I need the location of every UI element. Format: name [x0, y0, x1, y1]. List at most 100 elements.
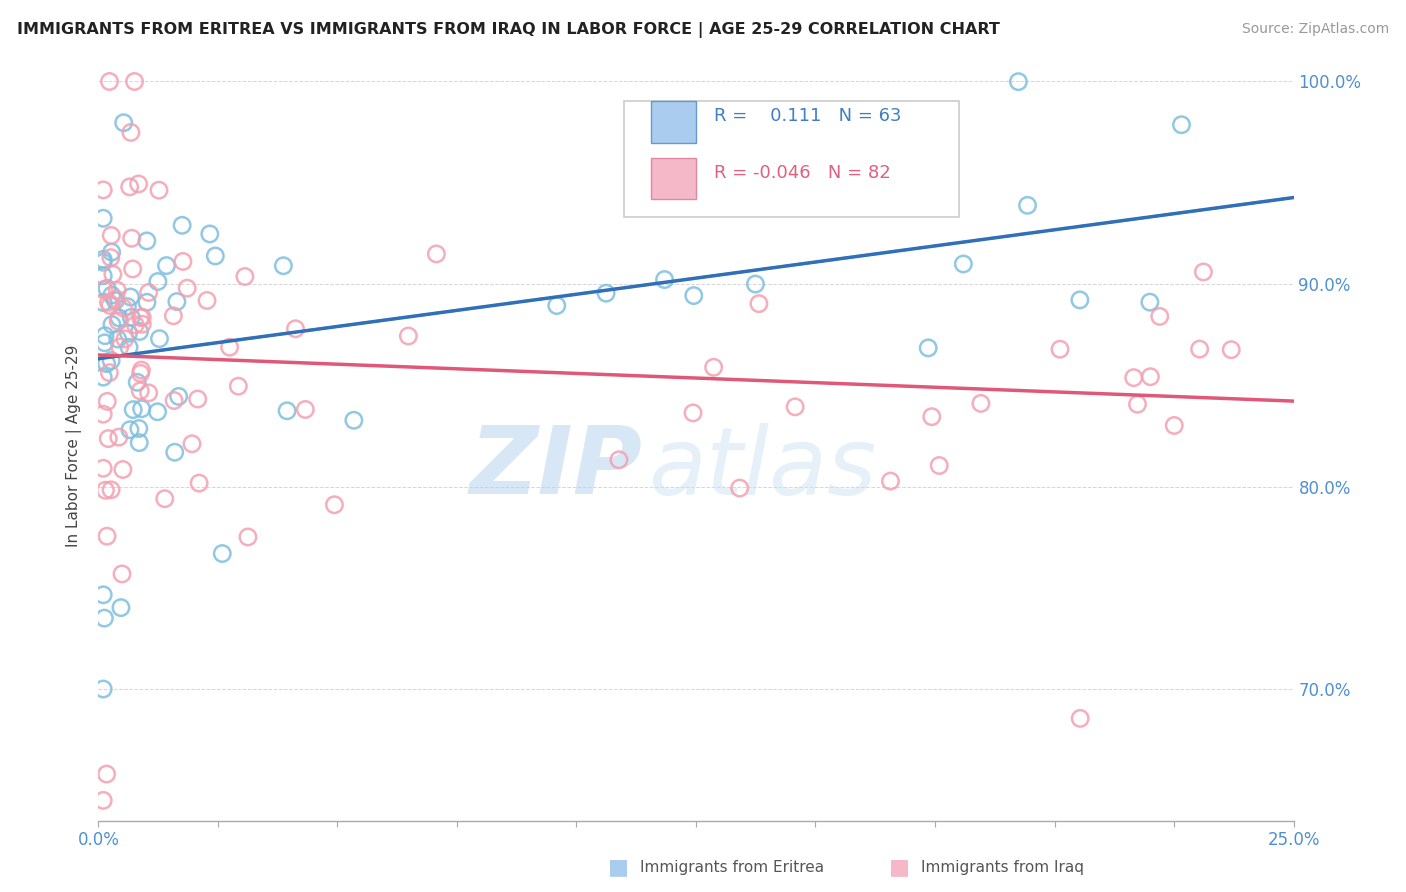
Point [108, 430, 131, 444]
Point [1069, 711, 1091, 725]
FancyBboxPatch shape [624, 102, 959, 218]
Point [93, 283, 115, 297]
Point [128, 177, 150, 191]
Point [744, 277, 766, 291]
Text: IMMIGRANTS FROM ERITREA VS IMMIGRANTS FROM IRAQ IN LABOR FORCE | AGE 25-29 CORRE: IMMIGRANTS FROM ERITREA VS IMMIGRANTS FR… [17, 22, 1000, 38]
Point [172, 254, 194, 268]
Point [654, 272, 676, 286]
Point [1188, 342, 1211, 356]
Point [91, 255, 114, 269]
Point [879, 474, 901, 488]
Point [91, 295, 114, 310]
Point [1163, 418, 1185, 433]
Text: Immigrants from Iraq: Immigrants from Iraq [921, 860, 1084, 874]
Point [108, 340, 131, 354]
Point [105, 283, 128, 297]
Point [595, 286, 617, 301]
Point [93, 611, 115, 625]
Point [118, 423, 141, 437]
Point [114, 332, 136, 346]
Point [952, 257, 974, 271]
Point [1139, 369, 1161, 384]
Point [91, 252, 114, 267]
Point [96, 529, 118, 543]
Point [122, 402, 145, 417]
Point [785, 400, 807, 414]
Point [91, 183, 114, 197]
Point [138, 285, 160, 300]
Point [96, 394, 118, 409]
Point [146, 405, 169, 419]
Point [323, 498, 346, 512]
Point [91, 211, 114, 226]
Point [111, 462, 134, 476]
Point [148, 183, 170, 197]
Point [129, 384, 152, 398]
Point [128, 435, 150, 450]
Point [124, 74, 146, 88]
Point [100, 353, 122, 368]
Point [120, 290, 142, 304]
Point [121, 262, 143, 277]
Point [94, 328, 117, 343]
Point [187, 392, 209, 406]
FancyBboxPatch shape [651, 158, 696, 199]
Point [166, 294, 188, 309]
Text: ■: ■ [890, 857, 910, 877]
Text: R =    0.111   N = 63: R = 0.111 N = 63 [714, 107, 901, 125]
Point [294, 402, 316, 417]
Point [163, 445, 186, 459]
Point [218, 340, 240, 354]
Point [172, 219, 194, 233]
Point [1007, 75, 1029, 89]
Point [921, 409, 943, 424]
Point [131, 310, 153, 325]
FancyBboxPatch shape [651, 102, 696, 143]
Y-axis label: In Labor Force | Age 25-29: In Labor Force | Age 25-29 [66, 345, 83, 547]
Point [108, 310, 131, 325]
Point [925, 147, 948, 161]
Point [211, 547, 233, 561]
Point [276, 404, 298, 418]
Point [546, 299, 568, 313]
Point [396, 329, 419, 343]
Point [93, 335, 115, 350]
Point [101, 318, 124, 332]
Point [91, 793, 114, 807]
Text: ■: ■ [609, 857, 628, 877]
Point [1049, 343, 1071, 357]
Point [131, 363, 153, 377]
Point [163, 393, 186, 408]
Point [1122, 370, 1144, 384]
Point [98, 366, 121, 380]
Point [176, 281, 198, 295]
Point [112, 116, 135, 130]
Point [91, 588, 114, 602]
Point [100, 251, 122, 265]
Point [195, 293, 218, 308]
Point [155, 259, 177, 273]
Point [1017, 198, 1039, 212]
Point [118, 179, 141, 194]
Point [97, 295, 120, 310]
Point [91, 370, 114, 384]
Point [343, 413, 366, 427]
Point [96, 767, 118, 781]
Point [204, 249, 226, 263]
Point [1069, 293, 1091, 307]
Point [607, 452, 630, 467]
Point [105, 292, 128, 306]
Text: Immigrants from Eritrea: Immigrants from Eritrea [640, 860, 824, 874]
Point [97, 432, 120, 446]
Text: atlas: atlas [648, 423, 876, 514]
Point [1139, 295, 1161, 310]
Point [1220, 343, 1243, 357]
Point [120, 310, 142, 325]
Point [91, 681, 114, 696]
Point [131, 401, 153, 416]
Point [745, 196, 768, 211]
Point [425, 247, 447, 261]
Point [146, 275, 169, 289]
Point [167, 389, 190, 403]
Point [91, 268, 114, 283]
